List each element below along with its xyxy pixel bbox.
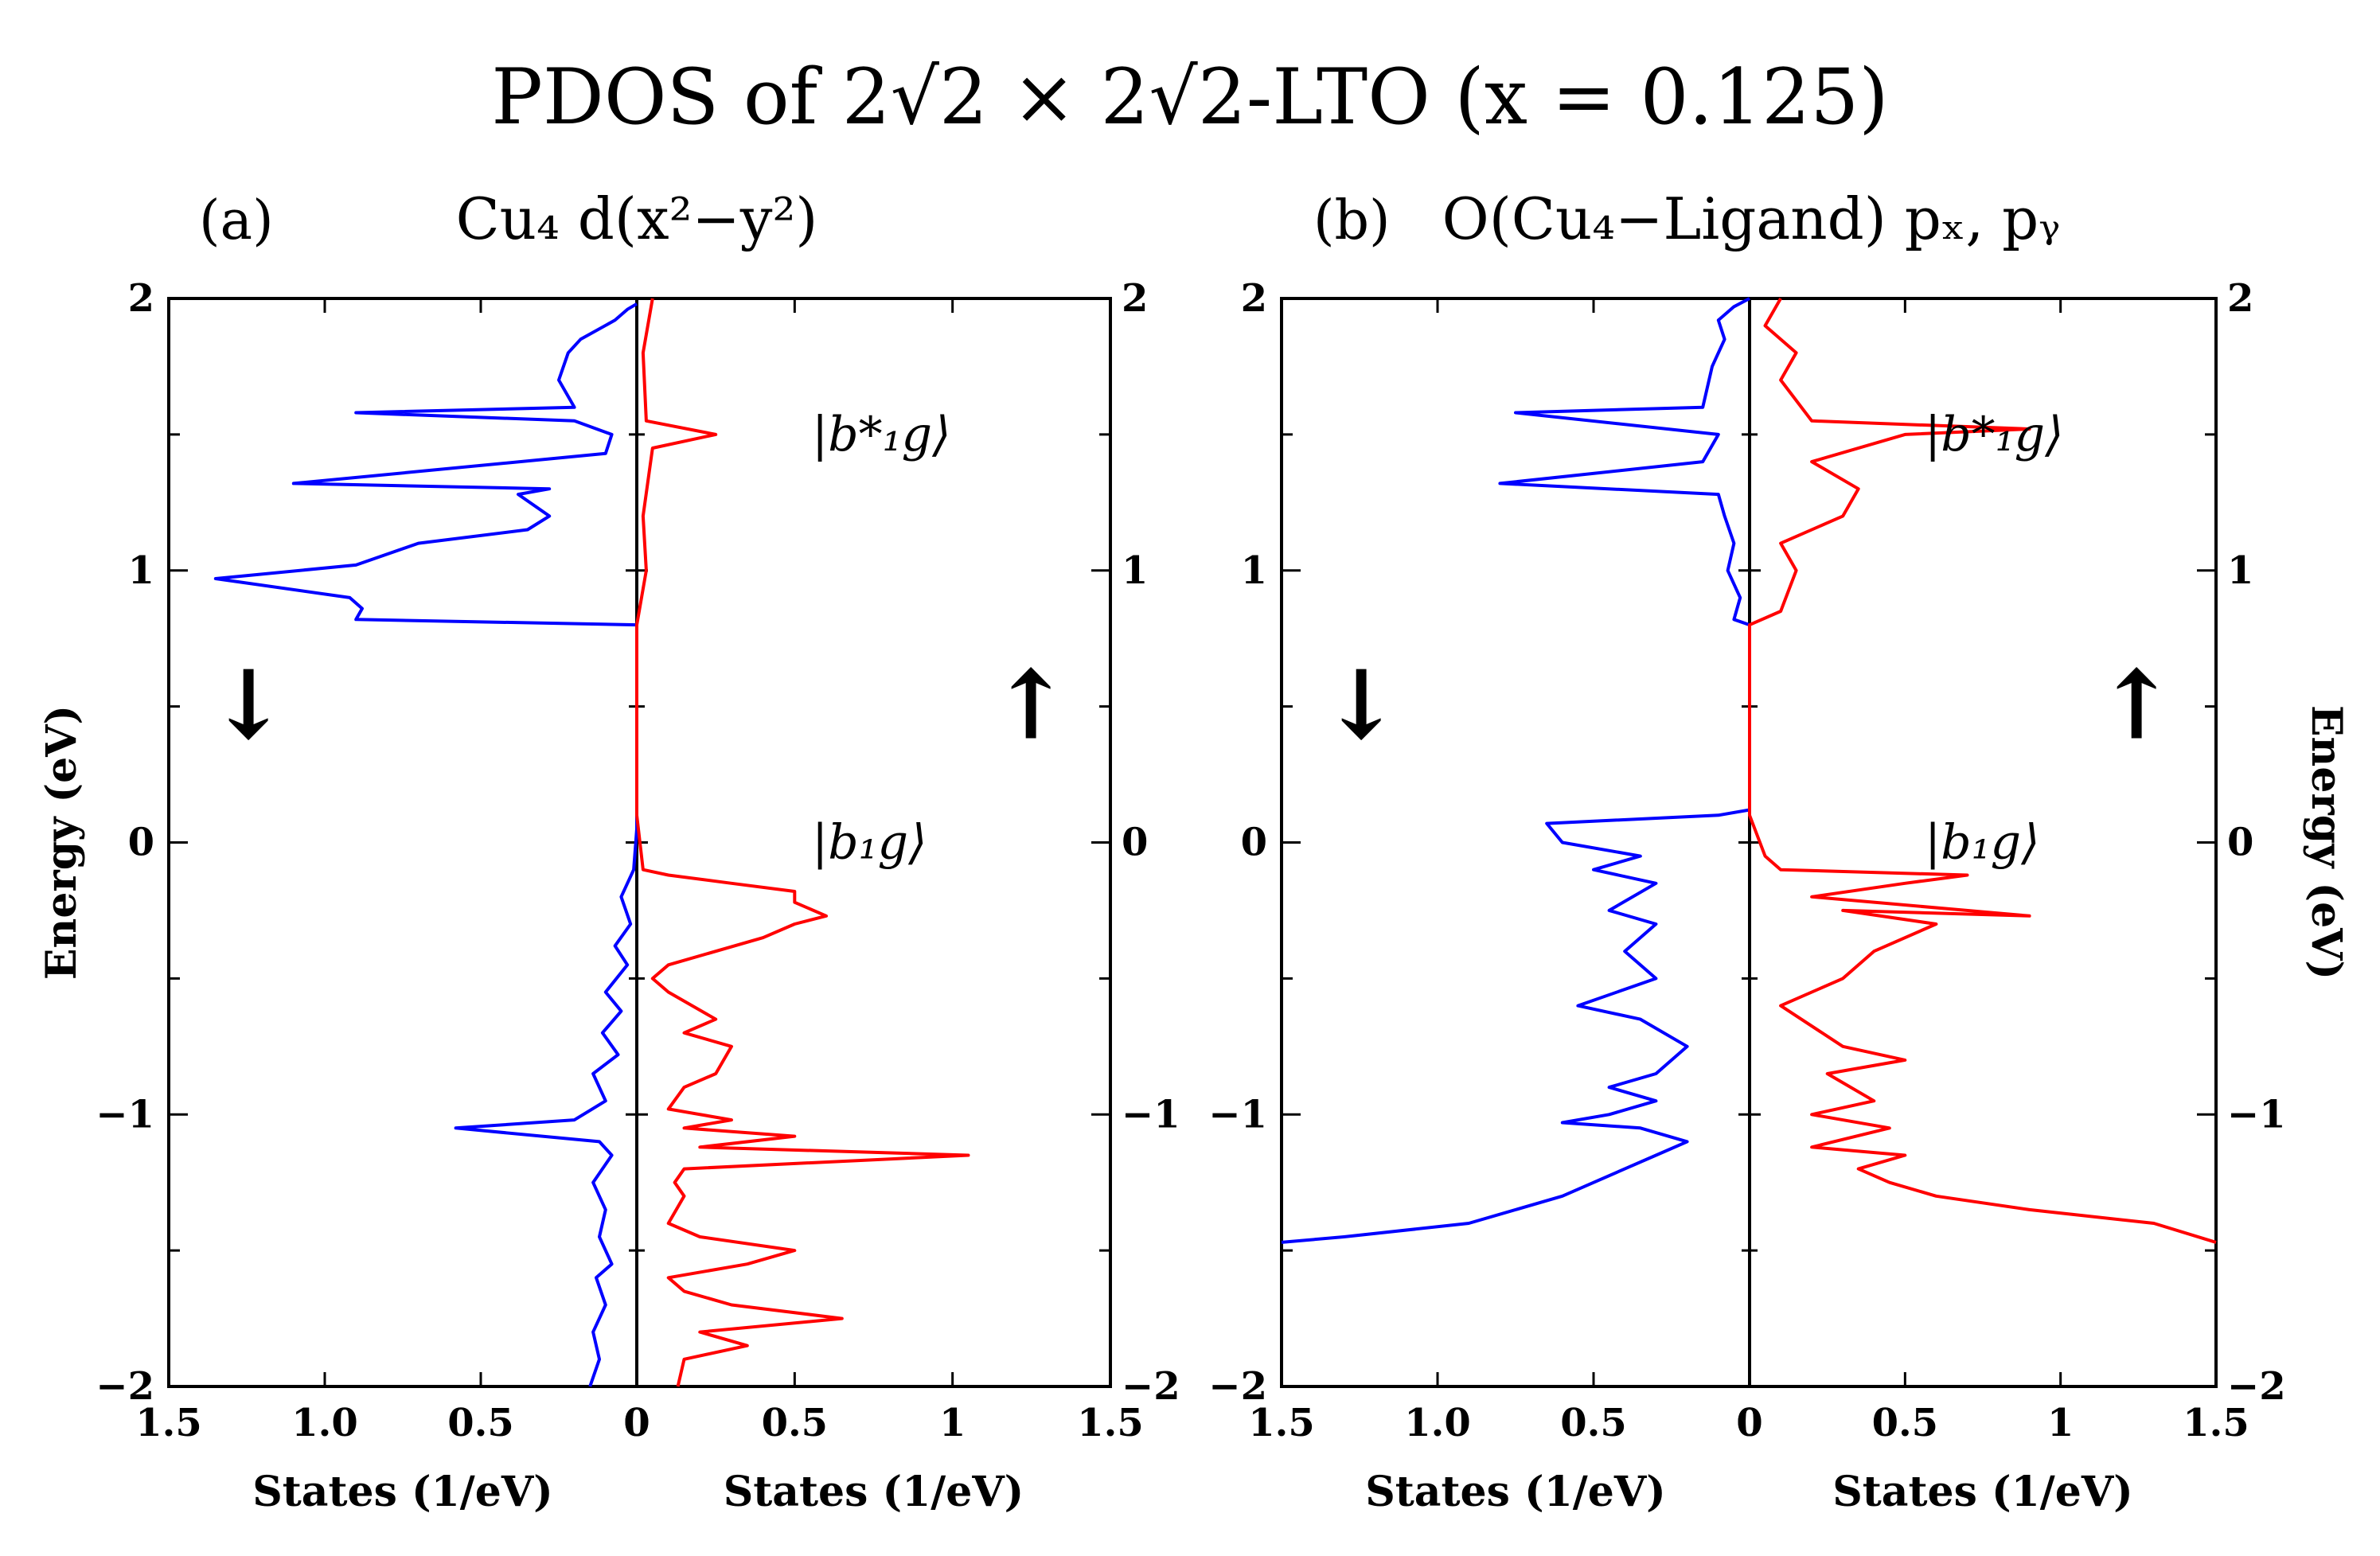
y-tick-label-right: 0 xyxy=(1122,821,1148,865)
y-tick-label-left: −1 xyxy=(1208,1092,1267,1137)
spin-up-pdos-line xyxy=(635,298,970,1387)
y-tick-label-left: 2 xyxy=(1241,276,1267,321)
y-axis-label: Energy (eV) xyxy=(37,705,86,980)
y-tick-label-left: −1 xyxy=(96,1092,154,1137)
figure-title: PDOS of 2√2 × 2√2-LTO (x = 0.125) xyxy=(491,53,1888,142)
y-tick-label-right: −1 xyxy=(1122,1092,1180,1137)
x-axis-label-right: States (1/eV) xyxy=(1832,1468,2133,1516)
x-tick-label-right: 1 xyxy=(939,1401,966,1445)
y-tick-label-right: 1 xyxy=(1122,548,1148,593)
x-tick-label-right: 0 xyxy=(623,1401,650,1445)
spin-up-arrow-icon: ↑ xyxy=(991,649,1071,762)
x-tick-label-right: 0.5 xyxy=(762,1401,829,1445)
y-tick-label-left: −2 xyxy=(96,1364,154,1409)
x-tick-label-right: 1.5 xyxy=(2183,1401,2249,1445)
panel-a: (a) Cu₄ d(x²−y²)2 21 10 0−1 −1−2 −21.5 01.0 0.50… xyxy=(37,185,1180,1516)
y-tick-label-right: −2 xyxy=(2227,1364,2286,1409)
x-tick-label-left: 1.5 xyxy=(1248,1401,1315,1445)
panel-label: (b) xyxy=(1313,189,1391,252)
state-annotation: |b₁g⟩ xyxy=(1925,815,2040,871)
x-tick-label-right: 1 xyxy=(2047,1401,2074,1445)
x-tick-label-left: 1.0 xyxy=(1404,1401,1471,1445)
panel-title: O(Cu₄−Ligand) pₓ, pᵧ xyxy=(1442,185,2061,252)
y-tick-label-right: 1 xyxy=(2227,548,2253,593)
x-tick-label-left: 0 xyxy=(1736,1401,1762,1445)
x-tick-label-right: 0 xyxy=(1736,1401,1762,1445)
x-tick-label-left: 0.5 xyxy=(447,1401,514,1445)
x-tick-label-left: 1.5 xyxy=(135,1401,202,1445)
x-axis-label-right: States (1/eV) xyxy=(724,1468,1024,1516)
y-tick-label-left: 0 xyxy=(1241,821,1267,865)
x-tick-label-left: 1.0 xyxy=(291,1401,358,1445)
y-tick-label-left: 1 xyxy=(128,548,154,593)
y-tick-label-right: −2 xyxy=(1122,1364,1180,1409)
x-tick-label-right: 0.5 xyxy=(1872,1401,1939,1445)
x-tick-label-left: 0 xyxy=(623,1401,650,1445)
y-tick-label-right: 2 xyxy=(2227,276,2253,321)
x-tick-label-right: 1.5 xyxy=(1077,1401,1144,1445)
y-axis-label: Energy (eV) xyxy=(2302,705,2351,980)
spin-down-arrow-icon: ↓ xyxy=(1321,649,1402,762)
y-tick-label-left: −2 xyxy=(1208,1364,1267,1409)
spin-down-pdos-line xyxy=(213,302,638,1387)
y-tick-label-right: −1 xyxy=(2227,1092,2286,1137)
panel-label: (a) xyxy=(199,189,274,252)
spin-up-pdos-line xyxy=(1748,298,2217,1244)
y-tick-label-right: 2 xyxy=(1122,276,1148,321)
y-tick-label-left: 2 xyxy=(128,276,154,321)
state-annotation: |b*₁g⟩ xyxy=(812,407,951,462)
y-tick-label-left: 0 xyxy=(128,821,154,865)
y-tick-label-right: 0 xyxy=(2227,821,2253,865)
panel-title: Cu₄ d(x²−y²) xyxy=(456,185,818,252)
spin-up-arrow-icon: ↑ xyxy=(2097,649,2177,762)
state-annotation: |b₁g⟩ xyxy=(812,815,927,871)
state-annotation: |b*₁g⟩ xyxy=(1925,407,2064,462)
spin-down-arrow-icon: ↓ xyxy=(209,649,289,762)
y-tick-label-left: 1 xyxy=(1241,548,1267,593)
spin-down-pdos-line xyxy=(1281,297,1751,1244)
x-axis-label-left: States (1/eV) xyxy=(252,1468,553,1516)
panel-b: (b) O(Cu₄−Ligand) pₓ, pᵧ2 21 10 0−1 −1−2 −21.5… xyxy=(1208,185,2351,1516)
x-tick-label-left: 0.5 xyxy=(1560,1401,1627,1445)
x-axis-label-left: States (1/eV) xyxy=(1365,1468,1666,1516)
